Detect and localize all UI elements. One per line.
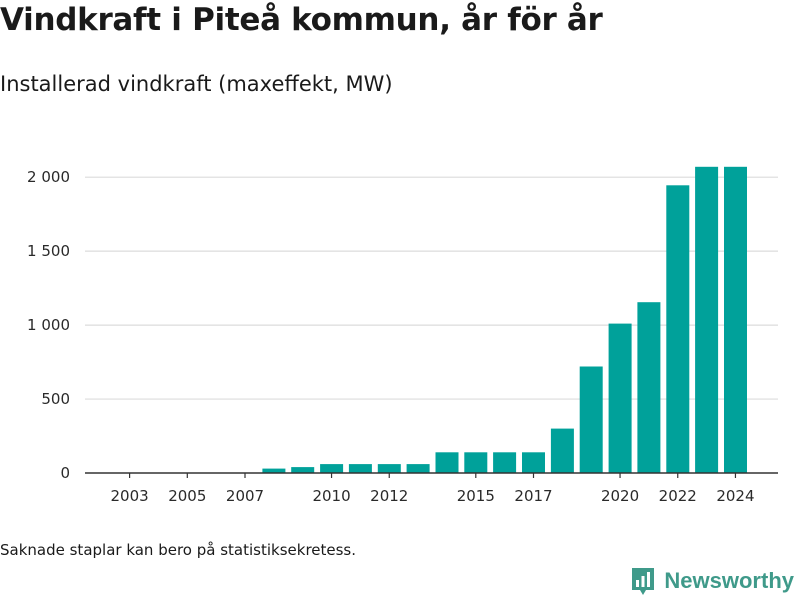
bar (377, 464, 401, 473)
y-axis-ticks: 0 500 1 000 1 500 2 000 (27, 168, 70, 482)
bar (406, 464, 430, 473)
x-tick-label: 2017 (514, 487, 552, 505)
gridlines (85, 176, 778, 400)
x-tick-label: 2007 (226, 487, 264, 505)
page-title: Vindkraft i Piteå kommun, år för år (0, 2, 603, 38)
bar (493, 452, 517, 473)
bar (550, 428, 574, 473)
bar (435, 452, 459, 473)
brand-name: Newsworthy (664, 568, 794, 593)
x-axis-ticks: 2003 2005 2007 2010 2012 2015 2017 2020 2022 2024 (111, 473, 755, 505)
y-tick-label: 0 (60, 464, 70, 482)
x-tick-label: 2022 (659, 487, 697, 505)
footnote: Saknade staplar kan bero på statistiksek… (0, 541, 357, 559)
bar (522, 452, 545, 473)
bar (291, 467, 315, 473)
bar (608, 323, 632, 473)
bar (579, 366, 603, 473)
bar (320, 464, 344, 473)
x-tick-label: 2003 (111, 487, 149, 505)
bar (695, 166, 719, 474)
x-tick-label: 2015 (457, 487, 495, 505)
x-tick-label: 2020 (601, 487, 639, 505)
bar (348, 464, 372, 473)
bars (262, 166, 747, 474)
y-tick-label: 1 000 (27, 316, 70, 334)
chart-subtitle: Installerad vindkraft (maxeffekt, MW) (0, 72, 393, 96)
bar (666, 185, 690, 474)
y-tick-label: 1 500 (27, 242, 70, 260)
newsworthy-logo-icon (632, 568, 655, 595)
y-tick-label: 2 000 (27, 168, 70, 186)
x-tick-label: 2012 (370, 487, 408, 505)
y-tick-label: 500 (41, 390, 70, 408)
x-tick-label: 2005 (168, 487, 206, 505)
bar (724, 166, 747, 474)
bar (262, 468, 286, 473)
brand-logo[interactable]: Newsworthy (630, 566, 794, 596)
bar (637, 302, 661, 473)
x-tick-label: 2024 (716, 487, 754, 505)
bar (464, 452, 488, 473)
x-tick-label: 2010 (312, 487, 350, 505)
